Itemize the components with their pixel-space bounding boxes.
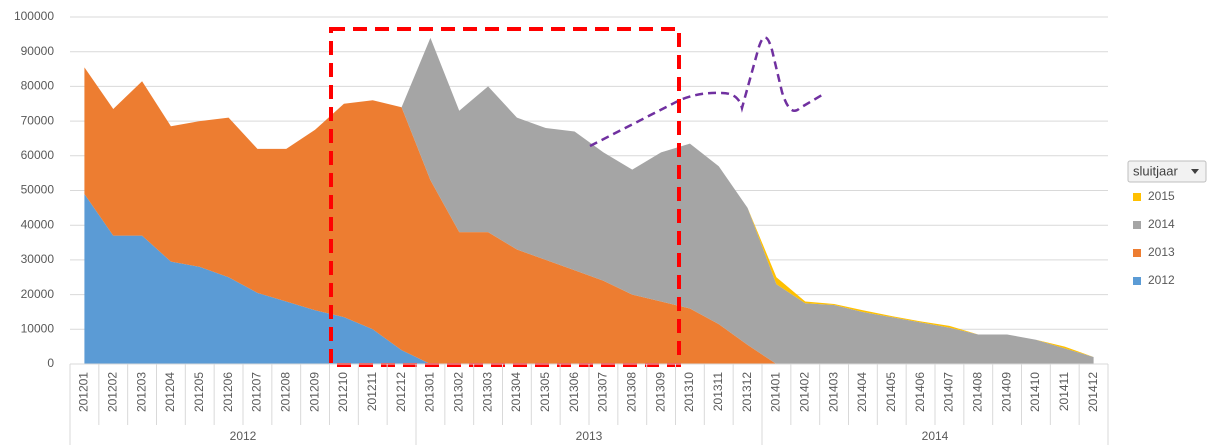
x-tick-label: 201408 xyxy=(970,372,984,412)
x-tick-label: 201301 xyxy=(423,372,437,412)
x-tick-label: 201307 xyxy=(596,372,610,412)
legend-swatch xyxy=(1133,249,1141,257)
y-tick-label: 30000 xyxy=(21,252,55,266)
legend-filter[interactable]: sluitjaar xyxy=(1127,160,1207,183)
area-2012 xyxy=(84,193,1094,364)
x-tick-label: 201405 xyxy=(884,372,898,412)
y-tick-label: 80000 xyxy=(21,79,55,93)
y-tick-label: 0 xyxy=(47,356,54,370)
x-tick-label: 201407 xyxy=(942,372,956,412)
x-tick-label: 201210 xyxy=(336,372,350,412)
x-group-label: 2014 xyxy=(922,429,949,443)
x-tick-label: 201203 xyxy=(134,372,148,412)
x-tick-label: 201310 xyxy=(682,372,696,412)
x-tick-label: 201401 xyxy=(769,372,783,412)
x-group-label: 2013 xyxy=(576,429,603,443)
x-tick-label: 201208 xyxy=(278,372,292,412)
x-tick-label: 201311 xyxy=(711,372,725,411)
filter-button[interactable] xyxy=(1127,160,1207,183)
area-2013 xyxy=(84,67,1094,364)
x-tick-label: 201304 xyxy=(509,372,523,412)
x-tick-label: 201306 xyxy=(567,372,581,412)
legend-label: 2014 xyxy=(1148,217,1175,231)
x-tick-label: 201412 xyxy=(1086,372,1100,412)
x-tick-label: 201201 xyxy=(77,372,91,412)
x-tick-label: 201303 xyxy=(480,372,494,412)
y-tick-label: 40000 xyxy=(21,217,55,231)
y-tick-label: 90000 xyxy=(21,44,55,58)
y-tick-label: 60000 xyxy=(21,148,55,162)
x-tick-label: 201312 xyxy=(740,372,754,412)
trend-annotation xyxy=(589,36,823,148)
x-tick-label: 201204 xyxy=(163,372,177,412)
x-tick-label: 201403 xyxy=(826,372,840,412)
legend-title[interactable]: sluitjaar xyxy=(1133,163,1178,178)
plot-area xyxy=(70,16,1108,365)
x-tick-label: 201410 xyxy=(1028,372,1042,412)
legend-label: 2012 xyxy=(1148,273,1175,287)
x-tick-label: 201404 xyxy=(855,372,869,412)
legend-label: 2015 xyxy=(1148,189,1175,203)
y-tick-label: 10000 xyxy=(21,321,55,335)
legend-swatch xyxy=(1133,277,1141,285)
x-tick-label: 201309 xyxy=(653,372,667,412)
x-tick-label: 201305 xyxy=(538,372,552,412)
x-tick-label: 201211 xyxy=(365,372,379,411)
y-tick-label: 70000 xyxy=(21,113,55,127)
x-tick-label: 201207 xyxy=(250,372,264,412)
dropdown-arrow[interactable] xyxy=(1191,169,1199,174)
highlight-box xyxy=(329,27,681,367)
x-tick-label: 201406 xyxy=(913,372,927,412)
y-tick-label: 100000 xyxy=(14,9,54,23)
x-tick-label: 201209 xyxy=(307,372,321,412)
area-2014 xyxy=(84,37,1094,364)
x-tick-label: 201402 xyxy=(797,372,811,412)
x-group-label: 2012 xyxy=(230,429,257,443)
y-tick-label: 50000 xyxy=(21,183,55,197)
x-tick-label: 201409 xyxy=(999,372,1013,412)
x-tick-label: 201205 xyxy=(192,372,206,412)
legend-label: 2013 xyxy=(1148,245,1175,259)
y-tick-label: 20000 xyxy=(21,287,55,301)
legend-swatch xyxy=(1133,221,1141,229)
x-tick-label: 201308 xyxy=(624,372,638,412)
x-tick-label: 201302 xyxy=(451,372,465,412)
x-tick-label: 201206 xyxy=(221,372,235,412)
x-tick-label: 201411 xyxy=(1057,372,1071,411)
legend-swatch xyxy=(1133,193,1141,201)
x-tick-label: 201212 xyxy=(394,372,408,412)
x-tick-label: 201202 xyxy=(105,372,119,412)
